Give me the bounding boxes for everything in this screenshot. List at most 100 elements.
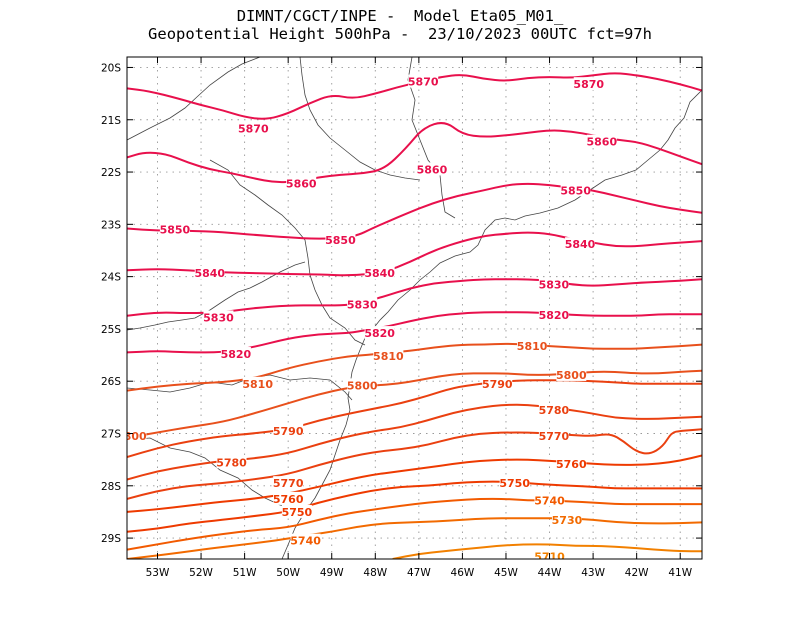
contour-label-bg — [290, 533, 321, 547]
y-tick-label: 26S — [101, 376, 121, 388]
contour-label: 5860 — [286, 178, 317, 191]
border-sp-mg — [407, 57, 456, 219]
x-tick-label: 45W — [494, 567, 518, 579]
chart-title: DIMNT/CGCT/INPE - Model Eta05_M01_ Geopo… — [0, 7, 800, 43]
contour-label: 5800 — [347, 379, 378, 392]
contour-label: 5850 — [560, 184, 591, 197]
x-tick-label: 44W — [538, 567, 562, 579]
y-tick-label: 22S — [101, 167, 121, 179]
contour-label-bg — [534, 493, 565, 507]
contour-5860 — [127, 122, 702, 184]
contour-5850 — [127, 182, 702, 240]
contour-label: 5850 — [325, 234, 356, 247]
contour-label-bg — [538, 429, 569, 443]
contour-label: 5800 — [556, 369, 587, 382]
contour-label: 5760 — [556, 458, 587, 471]
title-line-1: DIMNT/CGCT/INPE - Model Eta05_M01_ — [236, 7, 564, 25]
contour-label: 5740 — [534, 494, 565, 507]
contour-label: 5740 — [290, 535, 321, 548]
contour-label: 5840 — [364, 267, 395, 280]
contour-5830 — [127, 278, 702, 317]
contour-label-bg — [273, 423, 304, 437]
contour-label-bg — [242, 376, 273, 390]
contour-label-bg — [499, 476, 530, 490]
contour-label: 5870 — [238, 123, 269, 136]
contour-labels: 5870 5870 5870 5860 5860 5860 5850 5850 5850 5840… — [127, 74, 617, 559]
y-tick-label: 28S — [101, 481, 121, 493]
contour-label: 5850 — [160, 224, 191, 237]
x-tick-label: 53W — [146, 567, 170, 579]
contour-label: 5810 — [517, 340, 548, 353]
y-tick-label: 29S — [101, 533, 121, 545]
x-tick-label: 47W — [407, 567, 431, 579]
contour-5800 — [127, 369, 702, 439]
contour-label: 5770 — [539, 430, 570, 443]
contour-label: 5810 — [242, 378, 273, 391]
contour-label-bg — [347, 297, 378, 311]
contour-label-bg — [220, 347, 251, 361]
contour-label: 5810 — [373, 350, 404, 363]
contour-label: 5780 — [539, 404, 570, 417]
contour-label: 5820 — [364, 327, 395, 340]
x-tick-label: 52W — [189, 567, 213, 579]
x-tick-label: 50W — [276, 567, 300, 579]
x-tick-label: 51W — [233, 567, 257, 579]
border-pr-sc — [127, 374, 353, 401]
contour-label-bg — [573, 77, 604, 91]
contour-label-bg — [538, 402, 569, 416]
contour-label: 5870 — [573, 78, 604, 91]
contour-label-bg — [482, 376, 513, 390]
contour-label-bg — [538, 277, 569, 291]
contour-label: 5790 — [482, 378, 513, 391]
contour-label: 5830 — [539, 278, 570, 291]
contour-label: 5860 — [417, 163, 448, 176]
contour-label-bg — [364, 326, 395, 340]
contour-label: 5770 — [273, 477, 304, 490]
contour-5870 — [127, 72, 702, 120]
y-tick-label: 27S — [101, 429, 121, 441]
contour-label: 5840 — [194, 267, 225, 280]
y-tick-label: 25S — [101, 324, 121, 336]
contour-label-bg — [551, 512, 582, 526]
contour-label-bg — [517, 339, 548, 353]
contour-5740 — [127, 497, 702, 551]
y-tick-label: 20S — [101, 62, 121, 74]
coastline — [281, 89, 702, 559]
contour-label: 5820 — [221, 348, 252, 361]
contour-label-bg — [159, 222, 190, 236]
contour-5810 — [127, 342, 702, 392]
title-line-2: Geopotential Height 500hPa - 23/10/2023 … — [148, 25, 652, 43]
contour-label-bg — [281, 504, 312, 518]
y-tick-label: 21S — [101, 115, 121, 127]
contour-label-bg — [194, 265, 225, 279]
contour-label-bg — [408, 74, 439, 88]
border-ms-west — [299, 57, 421, 181]
contour-label-bg — [416, 162, 447, 176]
contour-label-bg — [273, 476, 304, 490]
contour-5780 — [127, 403, 702, 481]
contour-5770 — [127, 428, 702, 500]
contour-label-bg — [273, 491, 304, 505]
contour-5790 — [127, 379, 702, 458]
x-tick-label: 48W — [363, 567, 387, 579]
contour-label: 5750 — [282, 506, 313, 519]
contour-label-bg — [556, 367, 587, 381]
contour-5750 — [127, 480, 702, 533]
x-tick-label: 42W — [625, 567, 649, 579]
contour-label: 5780 — [216, 456, 247, 469]
contour-label-bg — [560, 183, 591, 197]
contour-label-bg — [565, 237, 596, 251]
contour-label: 5790 — [273, 425, 304, 438]
contour-label: 5730 — [552, 514, 583, 527]
contour-label: 5830 — [203, 311, 234, 324]
x-tick-label: 46W — [451, 567, 475, 579]
y-tick-label: 24S — [101, 272, 121, 284]
contour-label-bg — [127, 429, 147, 443]
x-tick-label: 49W — [320, 567, 344, 579]
contour-label-bg — [364, 265, 395, 279]
plot-frame — [126, 56, 703, 560]
contour-label: 5870 — [408, 76, 439, 89]
contour-label-bg — [325, 233, 356, 247]
contour-label-bg — [203, 310, 234, 324]
